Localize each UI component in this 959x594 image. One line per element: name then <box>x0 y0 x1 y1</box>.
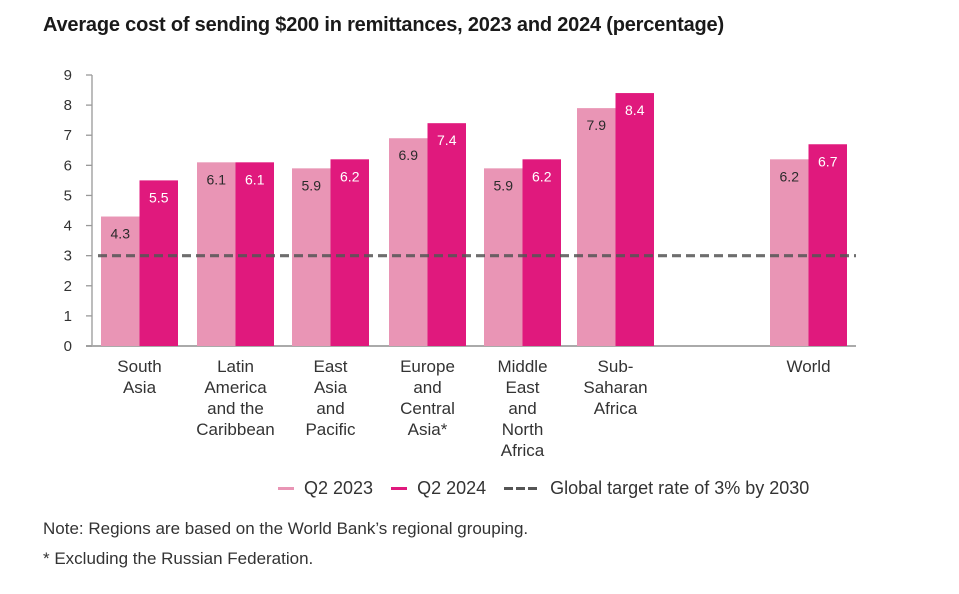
bar-value-label: 4.3 <box>111 226 131 242</box>
x-category-label-line: Africa <box>594 399 638 418</box>
y-tick-label: 4 <box>64 218 72 235</box>
y-tick-label: 5 <box>64 187 72 204</box>
bar-chart: 0 1 2 3 4 5 6 7 8 9 4.3 5.5 South Asia 6.1 6.1 Latin Ame… <box>64 67 856 460</box>
bar-q2-2023 <box>101 216 140 346</box>
bar-value-label: 5.5 <box>149 189 169 205</box>
x-category-label-line: Middle <box>497 357 547 376</box>
bar-q2-2023 <box>770 159 809 346</box>
x-category-label-line: Pacific <box>305 420 356 439</box>
x-category-label-line: South <box>117 357 161 376</box>
x-category-label: Middle East and North Africa <box>497 357 547 460</box>
x-category-label-line: Africa <box>501 441 545 460</box>
bar-q2-2023 <box>577 108 616 346</box>
x-category-label: World <box>786 357 830 376</box>
bar-value-label: 6.1 <box>245 171 265 187</box>
bar-q2-2024 <box>139 180 178 346</box>
x-category-label-line: North <box>502 420 544 439</box>
bar-q2-2024 <box>522 159 561 346</box>
y-tick-label: 0 <box>64 338 72 355</box>
x-category-label: Sub- Saharan Africa <box>583 357 647 418</box>
x-category-label-line: Latin <box>217 357 254 376</box>
legend-item-q2-2023: Q2 2023 <box>278 478 373 499</box>
bar-q2-2024 <box>808 144 847 346</box>
x-category-label-line: America <box>204 378 267 397</box>
bar-value-label: 6.2 <box>532 168 552 184</box>
x-category-label-line: Asia <box>123 378 157 397</box>
bar-q2-2023 <box>389 138 428 346</box>
x-category-label-line: Asia <box>314 378 348 397</box>
y-tick-label: 9 <box>64 67 72 84</box>
legend-swatch-q2-2023 <box>278 487 294 490</box>
bar-value-label: 5.9 <box>302 177 322 193</box>
x-category-label-line: Saharan <box>583 378 647 397</box>
x-category-label: South Asia <box>117 357 161 397</box>
x-category-label-line: World <box>786 357 830 376</box>
legend-item-target: Global target rate of 3% by 2030 <box>504 478 809 499</box>
y-tick-label: 8 <box>64 97 72 114</box>
note-text: Note: Regions are based on the World Ban… <box>43 519 529 538</box>
x-category-label-line: Sub- <box>598 357 634 376</box>
y-tick-label: 2 <box>64 278 72 295</box>
x-category-label: Latin America and the Caribbean <box>196 357 274 439</box>
legend-dash-icon <box>504 487 540 490</box>
x-category-label-line: Asia* <box>408 420 448 439</box>
bar-q2-2024 <box>427 123 466 346</box>
bar-q2-2023 <box>484 168 523 346</box>
bar-value-label: 7.4 <box>437 132 457 148</box>
y-tick-label: 3 <box>64 248 72 265</box>
bar-value-label: 6.2 <box>340 168 360 184</box>
x-category-label-line: Europe <box>400 357 455 376</box>
legend-label: Q2 2023 <box>304 478 374 498</box>
x-category-label-line: and <box>508 399 536 418</box>
bar-value-label: 7.9 <box>587 117 607 133</box>
legend-swatch-q2-2024 <box>391 487 408 490</box>
y-tick-label: 7 <box>64 127 72 144</box>
bar-q2-2024 <box>330 159 369 346</box>
x-category-label-line: and <box>316 399 344 418</box>
x-category-label: East Asia and Pacific <box>305 357 356 439</box>
bar-value-label: 8.4 <box>625 102 645 118</box>
x-category-label-line: East <box>313 357 347 376</box>
legend-label: Q2 2024 <box>417 478 487 498</box>
y-tick-label: 1 <box>64 308 72 325</box>
y-tick-label: 6 <box>64 157 72 174</box>
legend: Q2 2023 Q2 2024 Global target rate of 3%… <box>278 478 827 499</box>
x-category-label-line: and <box>413 378 441 397</box>
bar-value-label: 6.1 <box>207 171 227 187</box>
bar-q2-2024 <box>615 93 654 346</box>
bar-value-label: 6.7 <box>818 153 838 169</box>
bar-value-label: 5.9 <box>494 177 514 193</box>
x-category-label-line: Caribbean <box>196 420 274 439</box>
legend-label: Global target rate of 3% by 2030 <box>550 478 810 498</box>
footnote-text: * Excluding the Russian Federation. <box>43 549 314 568</box>
bar-value-label: 6.9 <box>399 147 419 163</box>
x-category-label: Europe and Central Asia* <box>400 357 455 439</box>
x-category-label-line: Central <box>400 399 455 418</box>
legend-item-q2-2024: Q2 2024 <box>391 478 486 499</box>
chart-title: Average cost of sending $200 in remittan… <box>43 14 724 36</box>
bar-value-label: 6.2 <box>780 168 800 184</box>
x-category-label-line: East <box>505 378 539 397</box>
x-category-label-line: and the <box>207 399 264 418</box>
